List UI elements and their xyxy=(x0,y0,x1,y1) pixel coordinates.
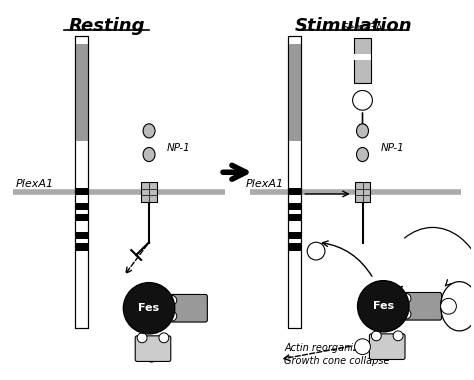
Text: P: P xyxy=(360,342,365,351)
Text: Fes: Fes xyxy=(138,303,160,313)
Bar xyxy=(75,232,88,239)
Text: Actin reorganization: Actin reorganization xyxy=(284,343,383,353)
Text: Fes: Fes xyxy=(373,301,394,311)
Bar xyxy=(75,214,88,222)
Circle shape xyxy=(167,295,177,305)
Bar xyxy=(288,203,301,210)
Circle shape xyxy=(401,293,411,303)
Bar xyxy=(288,188,301,195)
Circle shape xyxy=(401,309,411,319)
Bar xyxy=(288,36,301,328)
Text: Stimulation: Stimulation xyxy=(295,17,412,35)
Text: Growth cone collapse: Growth cone collapse xyxy=(284,356,390,366)
Bar xyxy=(75,188,88,195)
Bar xyxy=(75,203,88,210)
Text: CRAM: CRAM xyxy=(174,304,203,313)
Bar xyxy=(288,44,301,141)
Bar xyxy=(75,36,88,328)
Text: CRAM: CRAM xyxy=(408,302,438,311)
Text: PlexA1: PlexA1 xyxy=(246,179,284,189)
Ellipse shape xyxy=(143,147,155,162)
Ellipse shape xyxy=(143,124,155,138)
Bar xyxy=(288,232,301,239)
Circle shape xyxy=(307,242,325,260)
Bar xyxy=(288,214,301,222)
Bar xyxy=(75,36,88,328)
Bar xyxy=(288,36,301,328)
Circle shape xyxy=(357,281,409,332)
Text: NP-1: NP-1 xyxy=(380,142,404,153)
FancyBboxPatch shape xyxy=(404,293,442,320)
Ellipse shape xyxy=(356,147,368,162)
Circle shape xyxy=(355,339,370,355)
FancyBboxPatch shape xyxy=(369,334,405,359)
Bar xyxy=(354,38,372,82)
Text: NP-1: NP-1 xyxy=(167,142,191,153)
Text: Resting: Resting xyxy=(68,17,145,35)
Bar xyxy=(355,182,370,202)
Text: CRMP: CRMP xyxy=(148,335,157,362)
Circle shape xyxy=(372,331,381,341)
Text: Sema3A: Sema3A xyxy=(342,23,383,33)
Bar xyxy=(75,44,88,141)
Circle shape xyxy=(159,333,169,343)
Text: P: P xyxy=(446,302,451,311)
Circle shape xyxy=(167,311,177,321)
Bar xyxy=(75,243,88,251)
Circle shape xyxy=(393,331,403,341)
Circle shape xyxy=(123,283,175,334)
Circle shape xyxy=(137,333,147,343)
Text: CRMP: CRMP xyxy=(383,333,392,360)
Text: PlexA1: PlexA1 xyxy=(15,179,54,189)
Circle shape xyxy=(353,90,373,110)
Bar xyxy=(141,182,157,202)
Bar xyxy=(288,243,301,251)
Ellipse shape xyxy=(356,124,368,138)
Text: P: P xyxy=(313,247,319,256)
Bar xyxy=(354,54,372,60)
FancyBboxPatch shape xyxy=(135,336,171,361)
Circle shape xyxy=(441,298,456,314)
FancyBboxPatch shape xyxy=(170,294,207,322)
